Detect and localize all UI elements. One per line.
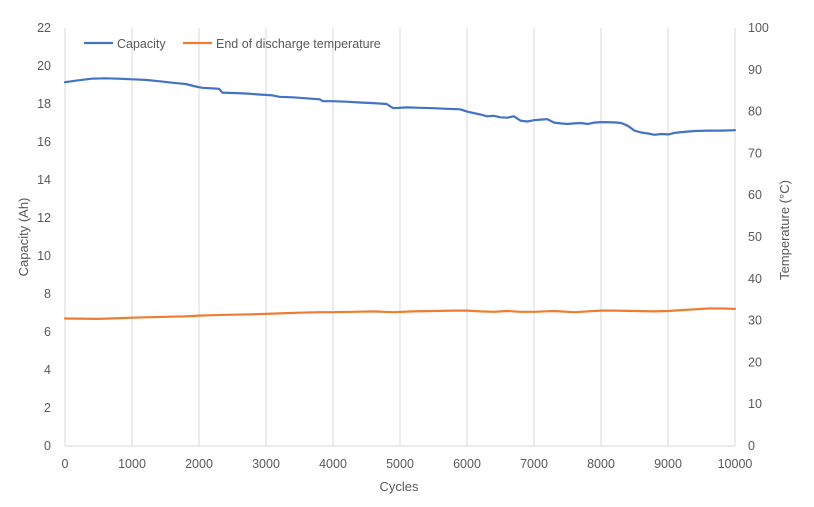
y2-tick-label: 30 (748, 314, 762, 328)
y-tick-label: 20 (37, 59, 51, 73)
y-tick-label: 18 (37, 97, 51, 111)
y-axis-title: Capacity (Ah) (16, 198, 31, 277)
x-tick-label: 10000 (718, 457, 753, 471)
x-tick-label: 1000 (118, 457, 146, 471)
y-tick-label: 6 (44, 325, 51, 339)
y2-axis-title: Temperature (°C) (777, 180, 792, 280)
series-layer (63, 77, 737, 320)
y2-tick-label: 80 (748, 105, 762, 119)
x-tick-label: 3000 (252, 457, 280, 471)
x-tick-label: 2000 (185, 457, 213, 471)
y-tick-label: 2 (44, 401, 51, 415)
y-tick-label: 12 (37, 211, 51, 225)
y2-tick-label: 70 (748, 146, 762, 160)
y2-tick-label: 100 (748, 21, 769, 35)
y-tick-label: 10 (37, 249, 51, 263)
legend: Capacity End of discharge temperature (84, 37, 381, 51)
series-line-capacity (63, 77, 737, 136)
x-tick-label: 6000 (453, 457, 481, 471)
vertical-gridlines (64, 28, 736, 446)
legend-label-temperature: End of discharge temperature (216, 37, 381, 51)
y2-tick-labels: 0 10 20 30 40 50 60 70 80 90 100 (748, 21, 769, 453)
y-tick-labels: 0 2 4 6 8 10 12 14 16 18 20 22 (37, 21, 51, 453)
x-tick-label: 0 (62, 457, 69, 471)
series-line-temperature (63, 307, 737, 320)
y-tick-label: 14 (37, 173, 51, 187)
legend-label-capacity: Capacity (117, 37, 166, 51)
y2-tick-label: 90 (748, 63, 762, 77)
y-tick-label: 4 (44, 363, 51, 377)
y2-tick-label: 10 (748, 397, 762, 411)
y2-tick-label: 50 (748, 230, 762, 244)
y-tick-label: 22 (37, 21, 51, 35)
y-tick-label: 0 (44, 439, 51, 453)
y2-tick-label: 40 (748, 272, 762, 286)
x-tick-label: 9000 (654, 457, 682, 471)
x-tick-label: 4000 (319, 457, 347, 471)
y2-tick-label: 0 (748, 439, 755, 453)
y2-tick-label: 20 (748, 355, 762, 369)
x-tick-label: 8000 (587, 457, 615, 471)
y2-tick-label: 60 (748, 188, 762, 202)
y-tick-label: 8 (44, 287, 51, 301)
x-tick-labels: 0 1000 2000 3000 4000 5000 6000 7000 8000 9000 100… (62, 457, 753, 471)
x-tick-label: 7000 (520, 457, 548, 471)
x-tick-label: 5000 (386, 457, 414, 471)
x-axis-title: Cycles (379, 479, 419, 494)
y-tick-label: 16 (37, 135, 51, 149)
